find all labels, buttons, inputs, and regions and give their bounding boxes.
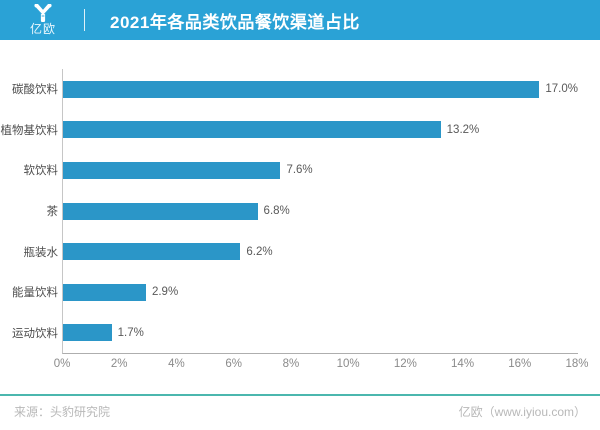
category-label: 茶 xyxy=(46,206,59,219)
plot-area: 17.0% 13.2% 7.6% 6.8% 6.2% 2.9% 1.7% xyxy=(62,69,578,354)
category-axis: 碳酸饮料植物基饮料软饮料茶瓶装水能量饮料运动饮料 xyxy=(0,69,59,353)
brand-logo: 亿欧 xyxy=(30,2,82,38)
x-tick-label: 16% xyxy=(508,358,532,370)
source-note: 来源：头豹研究院 xyxy=(14,404,111,419)
x-tick-label: 2% xyxy=(110,358,128,370)
yiou-y-icon xyxy=(34,4,52,22)
footer: 来源：头豹研究院 亿欧（www.iyiou.com） xyxy=(0,399,600,423)
header-divider xyxy=(84,9,85,31)
bar-row: 7.6% xyxy=(63,150,578,191)
x-tick-label: 0% xyxy=(53,358,71,370)
site-credit: 亿欧（www.iyiou.com） xyxy=(458,404,586,419)
header-banner: 亿欧 2021年各品类饮品餐饮渠道占比 xyxy=(0,0,600,40)
category-label: 软饮料 xyxy=(23,165,59,178)
value-label: 17.0% xyxy=(545,83,578,96)
bar-chart: 碳酸饮料植物基饮料软饮料茶瓶装水能量饮料运动饮料 17.0% 13.2% 7.6% 6… xyxy=(0,40,600,380)
bar xyxy=(63,324,112,342)
bar xyxy=(63,283,146,301)
category-label: 能量饮料 xyxy=(12,287,58,300)
chart-title: 2021年各品类饮品餐饮渠道占比 xyxy=(110,12,360,32)
x-tick-label: 8% xyxy=(282,358,300,370)
x-tick-label: 4% xyxy=(168,358,185,370)
bar-row: 17.0% xyxy=(63,69,578,110)
value-label: 6.8% xyxy=(263,205,290,218)
value-label: 7.6% xyxy=(286,164,313,177)
bar-row: 2.9% xyxy=(63,272,578,313)
x-axis: 0% 2% 4% 6% 8% 10% 12% 14% 16% 18% xyxy=(54,358,589,374)
x-tick-label: 18% xyxy=(565,358,589,370)
x-tick-label: 12% xyxy=(393,358,417,370)
category-label: 运动饮料 xyxy=(12,327,58,340)
bar xyxy=(63,243,241,261)
footer-divider-line xyxy=(0,394,600,396)
value-label: 1.7% xyxy=(117,326,144,339)
bar xyxy=(63,202,258,220)
x-tick-label: 6% xyxy=(225,358,242,370)
value-label: 13.2% xyxy=(446,123,480,136)
bar-row: 1.7% xyxy=(63,312,578,353)
bar xyxy=(63,80,540,98)
value-label: 6.2% xyxy=(246,245,273,258)
value-label: 2.9% xyxy=(151,286,179,299)
x-tick-label: 10% xyxy=(336,358,360,370)
bar-row: 6.8% xyxy=(63,191,578,232)
category-label: 植物基饮料 xyxy=(0,124,59,137)
category-label: 瓶装水 xyxy=(23,246,59,259)
brand-logo-text: 亿欧 xyxy=(30,22,57,36)
bar xyxy=(63,121,441,139)
bar xyxy=(63,161,281,179)
bar-row: 13.2% xyxy=(63,110,578,151)
x-tick-label: 14% xyxy=(451,358,475,370)
bar-row: 6.2% xyxy=(63,231,578,272)
category-label: 碳酸饮料 xyxy=(12,84,58,97)
